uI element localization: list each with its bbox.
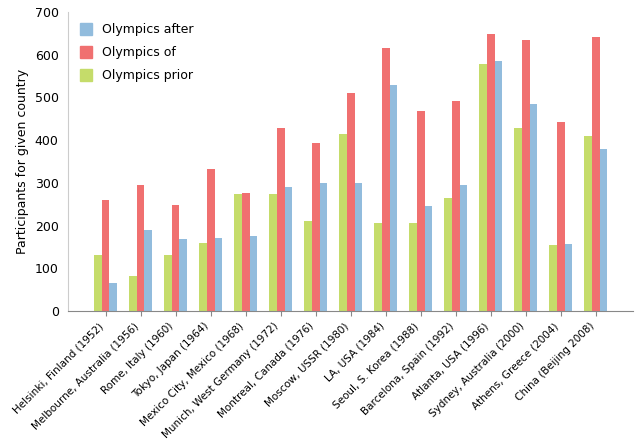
Legend: Olympics after, Olympics of, Olympics prior: Olympics after, Olympics of, Olympics pr… — [75, 18, 198, 87]
Bar — [137, 185, 145, 311]
Bar — [355, 183, 362, 311]
Bar — [530, 104, 538, 311]
Bar — [452, 101, 460, 311]
Bar — [522, 40, 530, 311]
Bar — [179, 239, 187, 311]
Bar — [417, 111, 424, 311]
Bar — [319, 183, 327, 311]
Bar — [409, 224, 417, 311]
Bar — [487, 34, 495, 311]
Bar — [109, 283, 117, 311]
Bar — [234, 194, 242, 311]
Bar — [199, 243, 207, 311]
Bar — [304, 221, 312, 311]
Bar — [374, 223, 382, 311]
Bar — [207, 169, 214, 311]
Bar — [129, 276, 137, 311]
Bar — [94, 256, 102, 311]
Bar — [347, 93, 355, 311]
Bar — [382, 48, 390, 311]
Y-axis label: Participants for given country: Participants for given country — [16, 69, 29, 254]
Bar — [339, 134, 347, 311]
Bar — [285, 187, 292, 311]
Bar — [312, 143, 319, 311]
Bar — [460, 185, 467, 311]
Bar — [584, 136, 592, 311]
Bar — [515, 128, 522, 311]
Bar — [600, 149, 607, 311]
Bar — [495, 61, 502, 311]
Bar — [269, 194, 277, 311]
Bar — [424, 207, 432, 311]
Bar — [242, 193, 250, 311]
Bar — [214, 238, 222, 311]
Bar — [390, 84, 397, 311]
Bar — [145, 230, 152, 311]
Bar — [102, 200, 109, 311]
Bar — [172, 205, 179, 311]
Bar — [164, 256, 172, 311]
Bar — [444, 198, 452, 311]
Bar — [479, 64, 487, 311]
Bar — [592, 37, 600, 311]
Bar — [557, 122, 564, 311]
Bar — [277, 128, 285, 311]
Bar — [549, 245, 557, 311]
Bar — [564, 244, 572, 311]
Bar — [250, 236, 257, 311]
